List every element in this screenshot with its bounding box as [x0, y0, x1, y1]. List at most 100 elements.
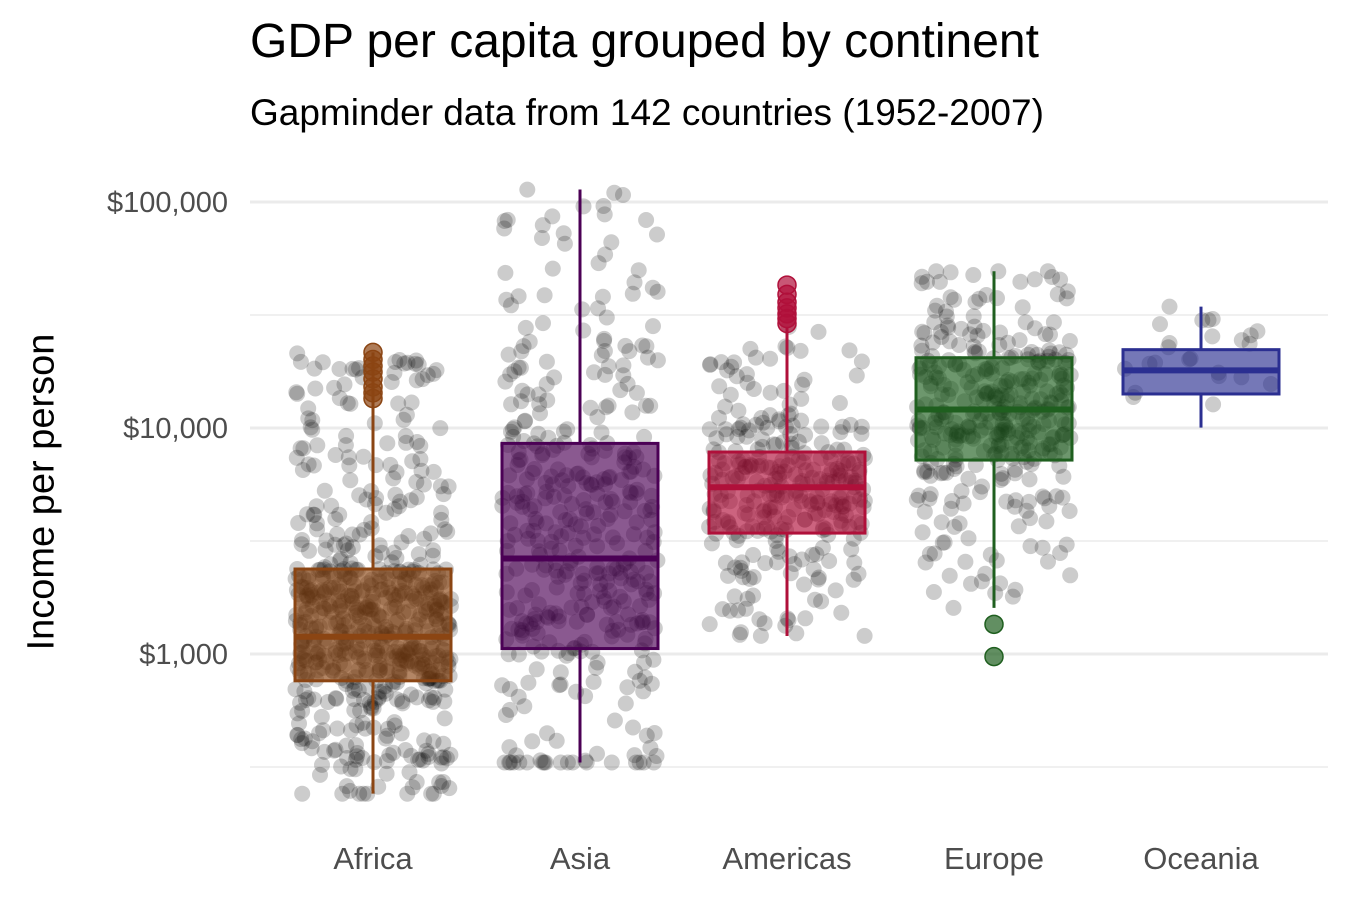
data-point [301, 542, 317, 559]
data-point [408, 372, 425, 389]
data-point [503, 297, 519, 314]
data-point [352, 702, 369, 719]
data-point [938, 303, 954, 320]
data-point [966, 318, 983, 335]
data-point [349, 745, 366, 761]
data-point [913, 275, 930, 292]
y-tick-label: $10,000 [123, 413, 228, 445]
data-point [436, 521, 453, 538]
data-point [419, 367, 436, 384]
data-point [745, 569, 762, 586]
data-point [412, 751, 428, 768]
data-point [289, 726, 306, 743]
data-point [394, 693, 410, 710]
data-point [346, 680, 363, 697]
data-point [733, 624, 749, 641]
data-point [346, 691, 363, 708]
data-point [595, 198, 612, 214]
data-point [397, 428, 414, 444]
data-point [536, 754, 553, 771]
data-point [713, 354, 730, 371]
data-point [326, 742, 343, 759]
data-point [649, 226, 665, 243]
data-point [574, 301, 591, 318]
data-point [505, 421, 521, 438]
data-point [521, 333, 538, 350]
data-point [720, 567, 736, 584]
data-point [957, 553, 974, 570]
data-point [408, 474, 425, 490]
data-point [1040, 553, 1056, 570]
data-point [428, 362, 445, 379]
data-point [433, 511, 450, 528]
data-point [516, 413, 533, 430]
data-point [497, 373, 514, 390]
data-point [797, 427, 814, 443]
data-point [1026, 320, 1043, 337]
data-point [425, 542, 442, 559]
data-point [733, 562, 750, 579]
data-point [625, 719, 641, 736]
data-point [786, 556, 803, 572]
data-point [762, 407, 778, 424]
data-point [383, 554, 400, 571]
data-point [934, 534, 951, 551]
data-point [304, 412, 321, 429]
data-point [775, 382, 792, 399]
data-point [925, 584, 942, 600]
data-point [615, 357, 632, 374]
data-point [953, 483, 970, 500]
data-point [728, 368, 745, 385]
data-point [510, 288, 527, 305]
data-point [600, 397, 617, 414]
data-point [810, 323, 827, 340]
data-point [751, 611, 768, 628]
data-point [1044, 269, 1061, 285]
data-point [941, 567, 958, 584]
data-point [524, 733, 541, 750]
data-point [338, 427, 355, 444]
data-point [366, 415, 383, 432]
data-point [312, 766, 328, 783]
data-point [433, 504, 450, 521]
data-point [638, 338, 655, 355]
data-point [327, 690, 344, 707]
data-point [510, 359, 527, 376]
data-point [418, 742, 435, 759]
data-point [701, 616, 718, 633]
data-point [942, 289, 959, 306]
data-point [309, 521, 326, 538]
data-point [631, 672, 648, 689]
data-point [344, 526, 361, 543]
data-point [399, 354, 416, 371]
data-point [932, 323, 949, 340]
data-point [966, 344, 983, 360]
data-point [739, 590, 756, 607]
data-point [344, 682, 361, 699]
data-point [431, 774, 448, 791]
data-point [386, 717, 403, 734]
data-point [782, 405, 799, 422]
data-point [596, 206, 613, 223]
data-point [520, 674, 537, 691]
data-point [978, 287, 995, 303]
data-point [645, 318, 661, 335]
data-point [498, 291, 515, 308]
data-point [334, 785, 351, 802]
data-point [648, 748, 665, 764]
data-point [635, 683, 652, 700]
data-point [635, 754, 652, 771]
data-point [551, 677, 568, 694]
data-point [1061, 503, 1078, 519]
data-point [388, 464, 405, 481]
data-point [413, 462, 430, 479]
data-point [933, 514, 950, 531]
data-point [745, 547, 762, 563]
data-point [793, 551, 810, 568]
data-point [304, 421, 321, 438]
data-point [975, 322, 992, 339]
data-point [946, 461, 963, 477]
data-point [378, 765, 395, 782]
data-point [927, 302, 944, 319]
data-point [552, 676, 569, 693]
